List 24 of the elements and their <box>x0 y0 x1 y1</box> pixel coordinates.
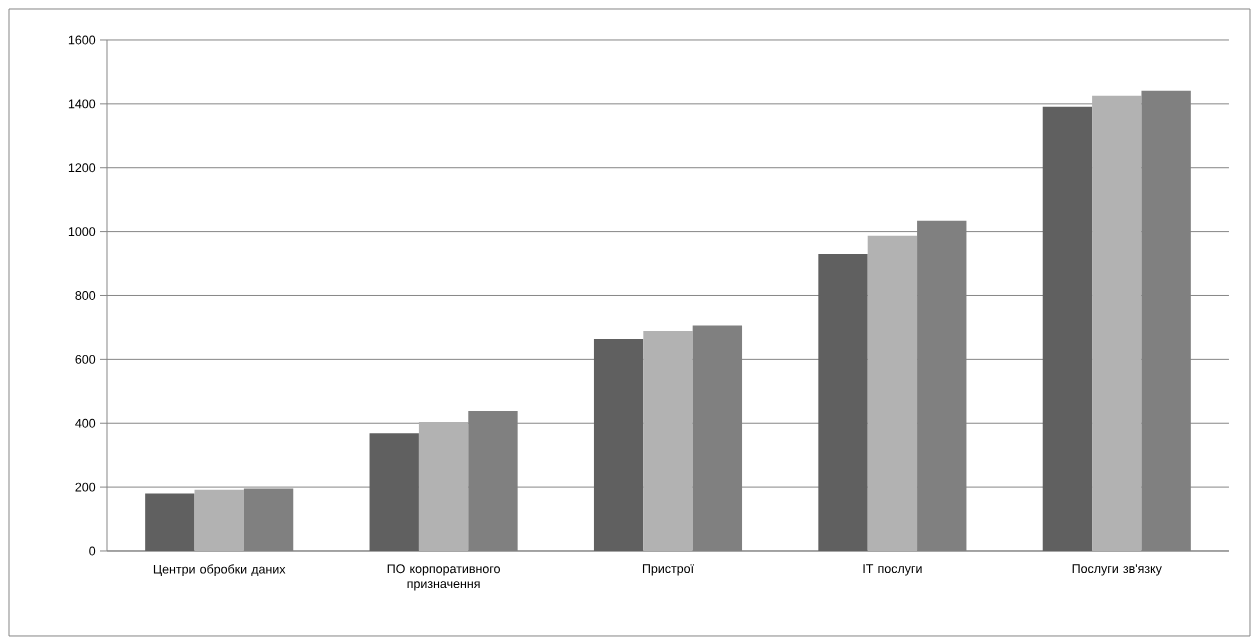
bar <box>418 421 469 551</box>
y-tick-label: 400 <box>75 418 96 428</box>
y-tick-label: 200 <box>75 482 96 492</box>
bar <box>145 493 195 551</box>
bar <box>1092 95 1142 551</box>
y-tick-label: 1600 <box>68 35 96 45</box>
x-tick-label: ПО корпоративного призначення <box>387 564 500 591</box>
y-tick-label: 600 <box>75 354 96 364</box>
bar <box>643 330 693 551</box>
bar <box>369 433 419 551</box>
bar <box>1042 106 1093 551</box>
x-tick-label: Пристрої <box>642 564 694 576</box>
bar <box>593 338 644 551</box>
y-tick-label: 1000 <box>68 227 96 237</box>
y-tick-label: 0 <box>89 546 96 556</box>
x-tick-label: IT послуги <box>863 564 922 576</box>
x-tick-label: Послуги зв'язку <box>1072 564 1162 576</box>
bar <box>818 253 868 551</box>
bar <box>194 489 244 551</box>
x-tick-label: Центри обробки даних <box>153 564 286 577</box>
y-tick-label: 1200 <box>68 163 96 173</box>
y-tick-label: 800 <box>75 291 96 300</box>
bar <box>867 235 918 551</box>
y-tick-label: 1400 <box>68 99 96 109</box>
